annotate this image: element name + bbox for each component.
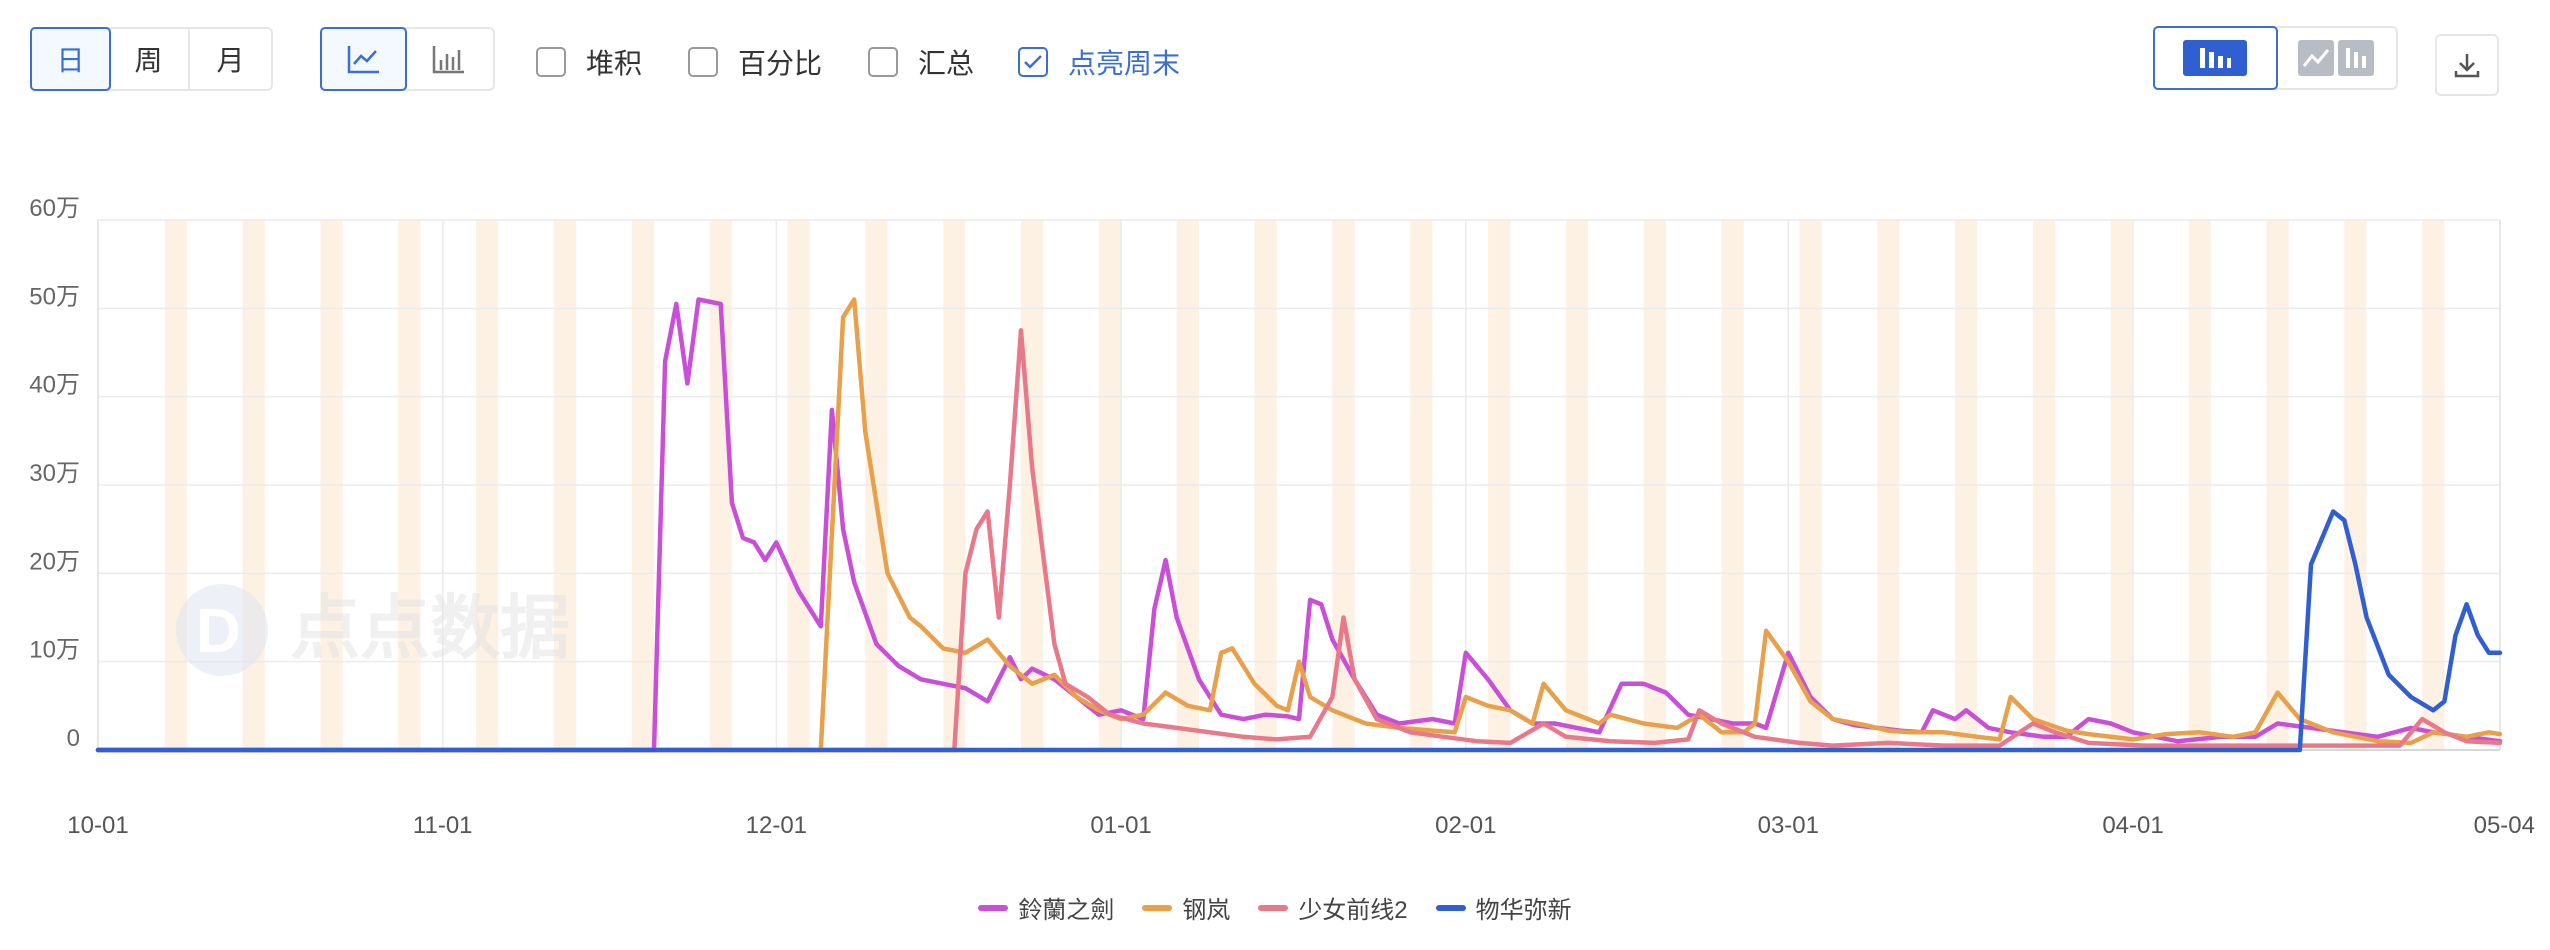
- legend-swatch: [1435, 904, 1466, 911]
- legend-label: 少女前线2: [1298, 897, 1408, 924]
- series-line-1[interactable]: [95, 297, 2503, 753]
- line-chart: D 点点数据 0 10万 20万 30万 40万 50万 60万 10-01 11-01 12-…: [29, 195, 2535, 839]
- y-tick-label: 0: [67, 725, 80, 752]
- checkbox-label: 汇总: [918, 48, 975, 79]
- y-tick-label: 30万: [29, 460, 80, 487]
- series-line-0[interactable]: [95, 297, 2503, 753]
- legend-item[interactable]: 鈴蘭之劍: [978, 890, 1114, 925]
- legend-item[interactable]: 物华弥新: [1435, 890, 1572, 925]
- legend: 鈴蘭之劍 钢岚 少女前线2 物华弥新: [0, 890, 2550, 925]
- checkbox-2[interactable]: 汇总: [868, 42, 974, 82]
- checkbox-1[interactable]: 百分比: [688, 42, 822, 82]
- checkbox-empty-icon[interactable]: [868, 47, 898, 77]
- checkbox-empty-icon[interactable]: [688, 47, 718, 77]
- period-tab-1[interactable]: 周: [109, 29, 190, 89]
- bar-view-icon[interactable]: [2153, 26, 2278, 90]
- period-tab-0[interactable]: 日: [30, 27, 111, 91]
- series-lines: [95, 297, 2503, 753]
- line-chart-icon[interactable]: [320, 27, 407, 91]
- view-toggle: [2153, 26, 2398, 90]
- bar-chart-icon[interactable]: [405, 29, 493, 89]
- series-line-2[interactable]: [95, 328, 2503, 753]
- x-tick-label: 10-01: [67, 812, 128, 839]
- legend-swatch: [978, 904, 1009, 911]
- toolbar: 日周月 堆积 百分比 汇总 点亮周末: [0, 0, 2550, 120]
- x-tick-label: 03-01: [1758, 812, 1819, 839]
- x-tick-label: 02-01: [1435, 812, 1496, 839]
- y-tick-label: 40万: [29, 372, 80, 399]
- y-tick-label: 10万: [29, 637, 80, 664]
- y-axis: 0 10万 20万 30万 40万 50万 60万: [29, 195, 80, 752]
- x-tick-label: 05-04: [2474, 812, 2535, 839]
- legend-swatch: [1142, 904, 1173, 911]
- legend-item[interactable]: 钢岚: [1142, 890, 1230, 925]
- checkbox-label: 点亮周末: [1068, 48, 1181, 79]
- x-tick-label: 01-01: [1090, 812, 1151, 839]
- y-tick-label: 50万: [29, 283, 80, 310]
- checkbox-3[interactable]: 点亮周末: [1018, 42, 1180, 82]
- legend-label: 鈴蘭之劍: [1018, 897, 1115, 924]
- x-tick-label: 04-01: [2102, 812, 2163, 839]
- checkbox-checked-icon[interactable]: [1018, 47, 1048, 77]
- svg-text:D: D: [196, 597, 241, 666]
- checkbox-label: 堆积: [586, 48, 643, 79]
- legend-label: 物华弥新: [1475, 897, 1572, 924]
- x-axis: 10-01 11-01 12-01 01-01 02-01 03-01 04-01 05-04: [67, 812, 2535, 839]
- checkbox-label: 百分比: [738, 48, 823, 79]
- checkbox-empty-icon[interactable]: [536, 47, 566, 77]
- watermark: D 点点数据: [176, 584, 570, 676]
- line-bar-view-icon[interactable]: [2276, 28, 2397, 88]
- legend-item[interactable]: 少女前线2: [1258, 890, 1408, 925]
- x-tick-label: 12-01: [746, 812, 807, 839]
- watermark-text: 点点数据: [290, 587, 570, 669]
- legend-swatch: [1258, 904, 1289, 911]
- period-tab-2[interactable]: 月: [216, 45, 245, 76]
- x-tick-label: 11-01: [413, 812, 473, 839]
- period-tabs: 日周月: [30, 27, 273, 91]
- y-tick-label: 60万: [29, 195, 80, 222]
- checkbox-0[interactable]: 堆积: [536, 42, 642, 82]
- download-icon[interactable]: [2435, 34, 2499, 96]
- y-tick-label: 20万: [29, 548, 80, 575]
- legend-label: 钢岚: [1182, 897, 1231, 924]
- chart-type-tabs: [320, 27, 495, 91]
- series-line-3[interactable]: [95, 509, 2503, 753]
